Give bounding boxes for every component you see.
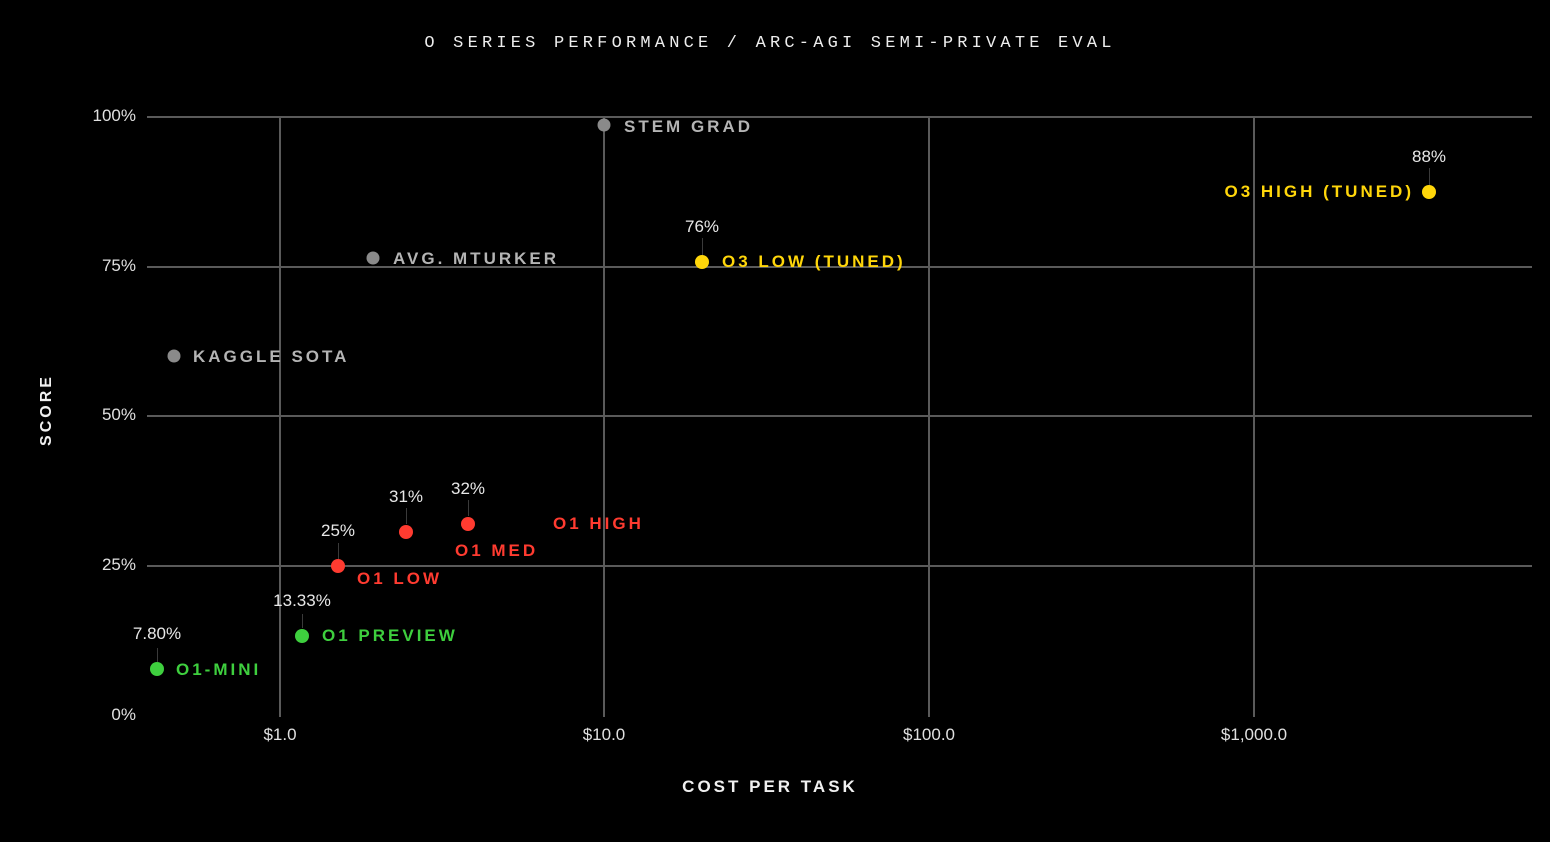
- gridline-x-100: [928, 117, 930, 717]
- value-leader-line: [406, 508, 407, 524]
- value-leader-line: [1429, 168, 1430, 186]
- value-leader-line: [702, 238, 703, 256]
- point-value-o1-preview: 13.33%: [273, 591, 331, 610]
- gridline-50: [147, 415, 1532, 417]
- point-label-avg-mturker: AVG. MTURKER: [393, 249, 560, 268]
- point-o1-med[interactable]: [399, 525, 413, 539]
- point-value-o1-med: 31%: [388, 487, 424, 506]
- value-leader-line: [468, 500, 469, 516]
- point-label-kaggle-sota: KAGGLE SOTA: [193, 347, 350, 366]
- gridline-25: [147, 565, 1532, 567]
- point-o1-preview[interactable]: [295, 629, 309, 643]
- point-value-o3-low: 76%: [684, 217, 720, 236]
- value-leader-line: [157, 648, 158, 662]
- chart-title: O SERIES PERFORMANCE / ARC-AGI SEMI-PRIV…: [424, 34, 1116, 53]
- x-tick-1000: $1,000.0: [1220, 725, 1288, 744]
- point-stem-grad[interactable]: [597, 118, 611, 132]
- point-o1-mini[interactable]: [150, 662, 164, 676]
- point-label-o3-high-tuned: O3 HIGH (TUNED): [1224, 182, 1414, 201]
- x-axis-label: COST PER TASK: [682, 777, 858, 796]
- gridline-x-10: [603, 117, 605, 717]
- point-o1-low[interactable]: [331, 559, 345, 573]
- point-kaggle-sota[interactable]: [167, 349, 181, 363]
- point-value-o1-low: 25%: [320, 521, 356, 540]
- y-axis-label: SCORE: [38, 374, 55, 446]
- point-label-o1-low: O1 LOW: [357, 569, 443, 588]
- x-tick-100: $100.0: [903, 725, 955, 744]
- point-o3-low-tuned[interactable]: [695, 255, 709, 269]
- gridline-100: [147, 116, 1532, 118]
- y-tick-75: 75%: [101, 256, 136, 275]
- y-tick-50: 50%: [101, 405, 136, 424]
- point-label-o1-preview: O1 PREVIEW: [322, 626, 458, 645]
- value-leader-line: [302, 614, 303, 628]
- point-o1-high[interactable]: [461, 517, 475, 531]
- y-tick-100: 100%: [92, 106, 136, 125]
- gridline-x-1: [279, 117, 281, 717]
- x-tick-1: $1.0: [263, 725, 297, 744]
- y-tick-25: 25%: [101, 555, 136, 574]
- point-o3-high-tuned[interactable]: [1422, 185, 1436, 199]
- point-value-o1-high: 32%: [450, 479, 486, 498]
- value-leader-line: [338, 543, 339, 559]
- point-label-o1-med: O1 MED: [455, 541, 539, 560]
- point-value-o1-mini: 7.80%: [132, 624, 182, 643]
- point-label-o1-mini: O1-MINI: [176, 660, 262, 679]
- gridline-x-1000: [1253, 117, 1255, 717]
- point-avg-mturker[interactable]: [366, 251, 380, 265]
- point-label-o1-high: O1 HIGH: [553, 514, 644, 533]
- point-label-o3-low-tuned: O3 LOW (TUNED): [722, 252, 906, 271]
- gridline-75: [147, 266, 1532, 268]
- x-tick-10: $10.0: [582, 725, 626, 744]
- y-tick-0: 0%: [111, 705, 136, 724]
- point-label-stem-grad: STEM GRAD: [624, 117, 753, 136]
- point-value-o3-high: 88%: [1411, 147, 1447, 166]
